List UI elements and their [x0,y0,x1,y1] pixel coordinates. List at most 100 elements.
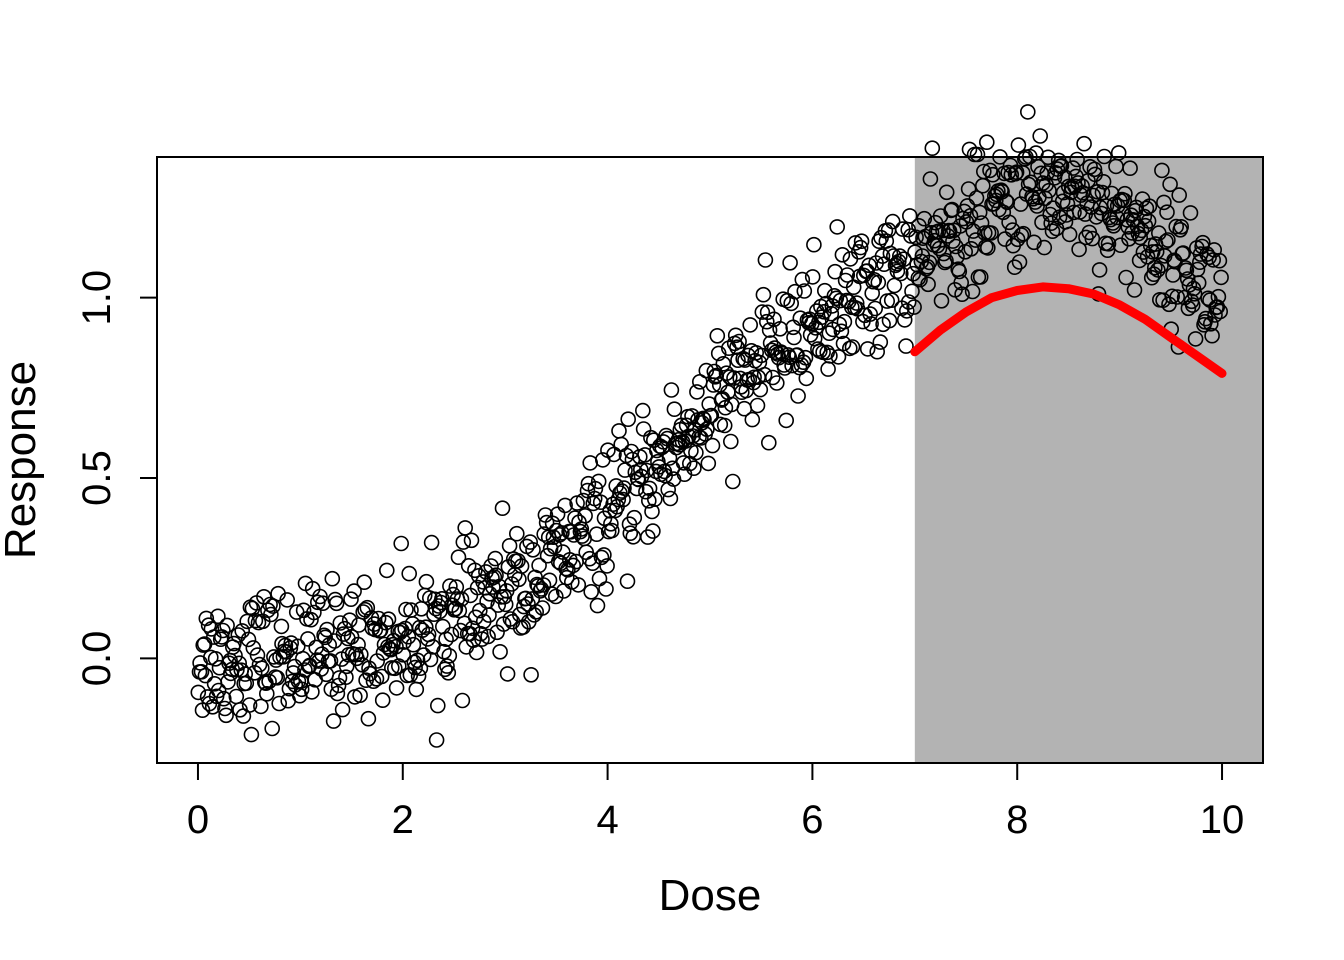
data-point [360,710,377,727]
data-point [896,312,913,328]
data-point [796,283,813,299]
data-point [754,304,771,320]
data-point [1117,185,1133,202]
x-tick-label: 8 [1006,798,1028,842]
data-point [709,327,726,344]
data-point [832,292,849,309]
data-point [922,171,939,187]
data-point [839,267,856,283]
data-point [1100,236,1117,252]
data-point [666,401,683,418]
data-point [203,621,220,637]
data-point [823,305,840,322]
data-point [589,597,606,614]
data-point [695,410,711,427]
data-point [293,681,310,698]
data-point [867,300,884,317]
data-point [869,343,886,360]
data-point [1164,288,1180,305]
data-point [429,697,446,714]
data-point [611,423,627,439]
data-point [418,573,435,590]
data-point [269,669,286,686]
data-point [343,591,359,608]
data-point [1168,218,1184,235]
data-point [979,240,996,256]
data-point [768,375,785,391]
data-point [522,534,539,550]
data-point [820,361,836,377]
data-point [787,283,803,300]
data-point [570,577,587,593]
data-point [463,532,480,549]
data-point [935,222,951,239]
data-point [436,643,452,660]
data-point [689,384,705,400]
data-point [1004,222,1021,238]
data-point [951,263,968,280]
data-point [881,312,898,329]
data-point [834,247,851,263]
data-point [960,181,977,197]
data-point [1169,289,1185,305]
data-point [886,277,903,294]
data-point [758,313,775,330]
data-point [924,140,941,156]
data-point [752,381,769,398]
x-axis: 0 2 4 6 8 10 [187,762,1244,842]
data-point [793,357,810,373]
data-point [614,483,630,499]
data-point [1032,128,1048,144]
data-point [374,692,391,709]
data-point [581,550,598,567]
data-point [1034,214,1050,231]
data-point [704,437,721,454]
data-point [1212,303,1228,320]
data-point [844,339,861,355]
data-point [575,492,592,509]
data-point [588,526,605,543]
data-point [969,146,986,163]
data-point [663,382,680,398]
data-point [1070,175,1086,191]
data-point [1153,257,1169,274]
data-point [920,276,936,293]
data-point [219,617,235,634]
data-point [622,525,639,542]
data-point [964,283,981,300]
data-point [317,629,334,646]
data-point [786,329,802,346]
data-point [605,496,621,513]
data-point [901,208,918,224]
scatter-points [190,104,1229,748]
data-point [437,661,453,678]
data-point [1175,245,1191,261]
data-point [965,223,982,239]
data-point [1013,227,1030,243]
data-point [373,668,390,685]
data-point [784,357,800,374]
data-point [312,588,328,605]
data-point [481,607,497,623]
data-point [322,653,339,669]
data-point [1139,248,1156,265]
data-point [916,210,933,227]
data-point [258,685,275,702]
data-point [204,698,221,715]
data-point [896,251,912,268]
data-point [502,611,519,627]
data-point [428,732,445,748]
data-point [716,417,733,434]
data-point [241,697,258,713]
data-point [1190,275,1207,291]
data-point [1181,277,1198,293]
data-point [923,225,940,241]
data-point [983,225,999,241]
data-point [703,407,720,424]
data-point [1076,135,1092,152]
data-point [352,687,368,704]
data-point [794,271,811,288]
data-point [195,637,211,653]
data-point [640,492,657,509]
data-point [253,698,269,715]
